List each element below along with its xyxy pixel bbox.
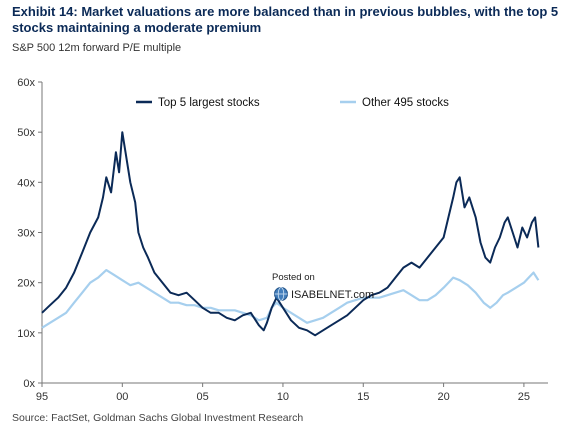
chart-subtitle: S&P 500 12m forward P/E multiple: [12, 42, 182, 54]
series-layer: [41, 131, 540, 337]
chart-source: Source: FactSet, Goldman Sachs Global In…: [12, 412, 304, 424]
y-tick-label: 0x: [23, 378, 35, 390]
chart-title: Exhibit 14: Market valuations are more b…: [12, 4, 559, 35]
series-line-top5: [41, 131, 540, 337]
y-tick-label: 60x: [17, 77, 35, 89]
legend-label-other: Other 495 stocks: [362, 97, 449, 109]
isabelnet-watermark: Posted on ISABELNET.com: [272, 272, 374, 301]
x-tick-label: 25: [518, 391, 530, 403]
globe-icon: [274, 287, 288, 301]
watermark-line1: Posted on: [272, 272, 315, 283]
x-tick-label: 20: [437, 391, 449, 403]
y-tick-label: 50x: [17, 127, 35, 139]
legend: Top 5 largest stocks Other 495 stocks: [136, 97, 449, 109]
x-tick-label: 05: [197, 391, 209, 403]
x-tick-label: 10: [277, 391, 289, 403]
y-axis-ticks: 0x 10x 20x 30x 40x 50x 60x: [17, 77, 42, 390]
legend-label-top5: Top 5 largest stocks: [158, 97, 260, 109]
x-tick-label: 00: [116, 391, 128, 403]
series-line-other: [41, 269, 540, 329]
y-tick-label: 30x: [17, 228, 35, 240]
y-tick-label: 20x: [17, 278, 35, 290]
y-tick-label: 10x: [17, 328, 35, 340]
x-axis-ticks: 95 00 05 10 15 20 25: [36, 383, 530, 403]
x-tick-label: 95: [36, 391, 48, 403]
watermark-line2: ISABELNET.com: [291, 289, 374, 301]
x-tick-label: 15: [357, 391, 369, 403]
y-tick-label: 40x: [17, 177, 35, 189]
